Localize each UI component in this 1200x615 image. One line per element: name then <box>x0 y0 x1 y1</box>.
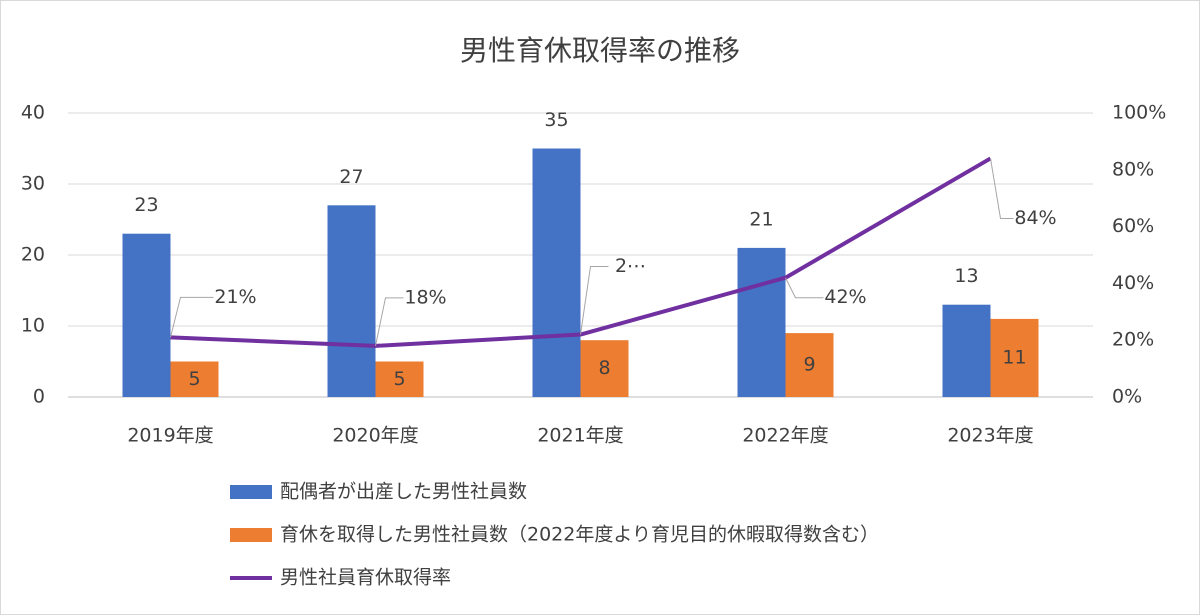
legend-swatch <box>230 528 272 542</box>
bar-value-label: 21 <box>749 208 773 230</box>
bar-value-label: 11 <box>1002 346 1026 368</box>
bar <box>122 233 171 397</box>
bar <box>785 333 834 397</box>
legend-label: 育休を取得した男性社員数（2022年度より育児目的休暇取得数含む） <box>280 524 879 546</box>
leader-line <box>580 266 609 335</box>
bar-value-label: 23 <box>134 194 158 216</box>
y-tick-label: 40 <box>21 102 45 124</box>
bar <box>532 148 581 397</box>
bar <box>990 318 1039 397</box>
y2-tick-label: 60% <box>1112 215 1154 237</box>
bar <box>580 340 629 397</box>
y-tick-label: 30 <box>21 173 45 195</box>
legend-swatch <box>230 485 272 499</box>
y-tick-label: 20 <box>21 244 45 266</box>
legend-label: 男性社員育休取得率 <box>280 567 451 589</box>
leader-line <box>170 296 214 338</box>
x-tick-label: 2021年度 <box>537 425 623 447</box>
bar-value-label: 5 <box>393 368 405 390</box>
bar <box>737 247 786 397</box>
line-value-label: 42% <box>824 286 866 308</box>
bar <box>327 205 376 397</box>
x-tick-label: 2020年度 <box>332 425 418 447</box>
leader-line <box>785 277 824 299</box>
bar <box>942 304 991 397</box>
x-tick-label: 2022年度 <box>742 425 828 447</box>
y2-tick-label: 0% <box>1112 386 1142 408</box>
x-tick-label: 2023年度 <box>947 425 1033 447</box>
bar-value-label: 13 <box>954 265 978 287</box>
y2-tick-label: 100% <box>1112 102 1166 124</box>
y-tick-label: 0 <box>33 386 45 408</box>
legend-label: 配偶者が出産した男性社員数 <box>280 481 527 503</box>
bar-value-label: 8 <box>598 357 610 379</box>
y2-tick-label: 80% <box>1112 158 1154 180</box>
bar-value-label: 9 <box>803 354 815 376</box>
leader-line <box>990 158 1014 219</box>
bar-value-label: 5 <box>188 368 200 390</box>
y2-tick-label: 20% <box>1112 329 1154 351</box>
line-value-label: 84% <box>1014 207 1056 229</box>
bar-value-label: 35 <box>544 109 568 131</box>
leader-line <box>375 297 404 346</box>
y2-tick-label: 40% <box>1112 272 1154 294</box>
x-tick-label: 2019年度 <box>127 425 213 447</box>
chart-title: 男性育休取得率の推移 <box>460 34 740 67</box>
bar <box>375 361 424 397</box>
line-value-label: 18% <box>404 286 446 308</box>
line-value-label: 21% <box>214 286 256 308</box>
y-tick-label: 10 <box>21 315 45 337</box>
line-value-label: 2⋯ <box>615 255 646 277</box>
bar <box>170 361 219 397</box>
bar-value-label: 27 <box>339 166 363 188</box>
